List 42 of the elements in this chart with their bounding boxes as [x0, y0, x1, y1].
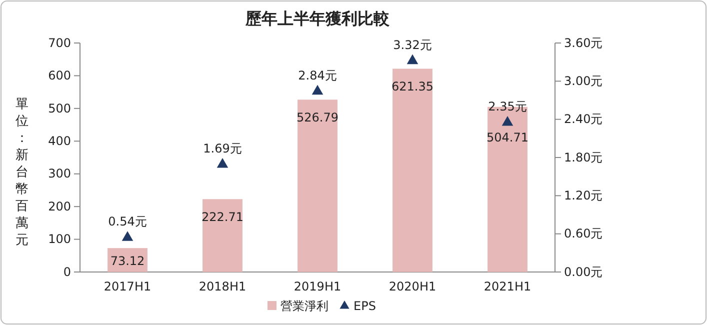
- y-tick-label: 100: [48, 232, 71, 246]
- y-tick-label: 600: [48, 68, 71, 83]
- bar: [392, 68, 432, 272]
- data-label: 2.84元: [298, 68, 337, 82]
- data-label: 222.71: [202, 210, 244, 224]
- y2-tick-label: 3.00元: [564, 74, 603, 88]
- bar: [298, 100, 338, 272]
- legend-label: EPS: [354, 299, 376, 313]
- legend-label: 營業淨利: [280, 299, 328, 313]
- y2-tick-label: 0.60元: [564, 226, 603, 241]
- x-tick-label: 2020H1: [388, 280, 436, 294]
- data-label: 3.32元: [393, 38, 432, 52]
- data-label: 1.69元: [203, 141, 242, 156]
- point: [502, 116, 514, 126]
- y-tick-label: 0: [63, 264, 71, 279]
- y2-tick-label: 0.00元: [564, 264, 603, 279]
- bar: [202, 199, 242, 272]
- y-tick-label: 200: [48, 199, 71, 214]
- point: [122, 231, 134, 241]
- point: [406, 54, 418, 64]
- x-tick-label: 2017H1: [104, 280, 152, 294]
- point: [216, 158, 228, 168]
- data-label: 526.79: [296, 110, 338, 125]
- data-label: 2.35元: [488, 100, 527, 114]
- y2-tick-label: 3.60元: [564, 36, 603, 50]
- y2-tick-label: 2.40元: [564, 112, 603, 126]
- data-label: 0.54元: [108, 214, 147, 229]
- x-tick-label: 2019H1: [294, 280, 342, 294]
- data-label: 504.71: [486, 130, 528, 145]
- y-tick-label: 700: [48, 36, 71, 50]
- y-tick-label: 300: [48, 166, 71, 181]
- y-tick-label: 500: [48, 101, 71, 116]
- point: [312, 84, 324, 95]
- text: 單位：新台幣百萬元: [16, 97, 28, 248]
- data-label: 73.12: [110, 254, 145, 268]
- data-label: 621.35: [392, 80, 434, 94]
- x-tick-label: 2021H1: [484, 280, 532, 294]
- y2-tick-label: 1.80元: [564, 150, 603, 164]
- y-tick-label: 400: [48, 134, 71, 148]
- x-tick-label: 2018H1: [198, 280, 246, 294]
- chart-title: 歷年上半年獲利比較: [244, 9, 390, 28]
- y2-tick-label: 1.20元: [564, 188, 603, 203]
